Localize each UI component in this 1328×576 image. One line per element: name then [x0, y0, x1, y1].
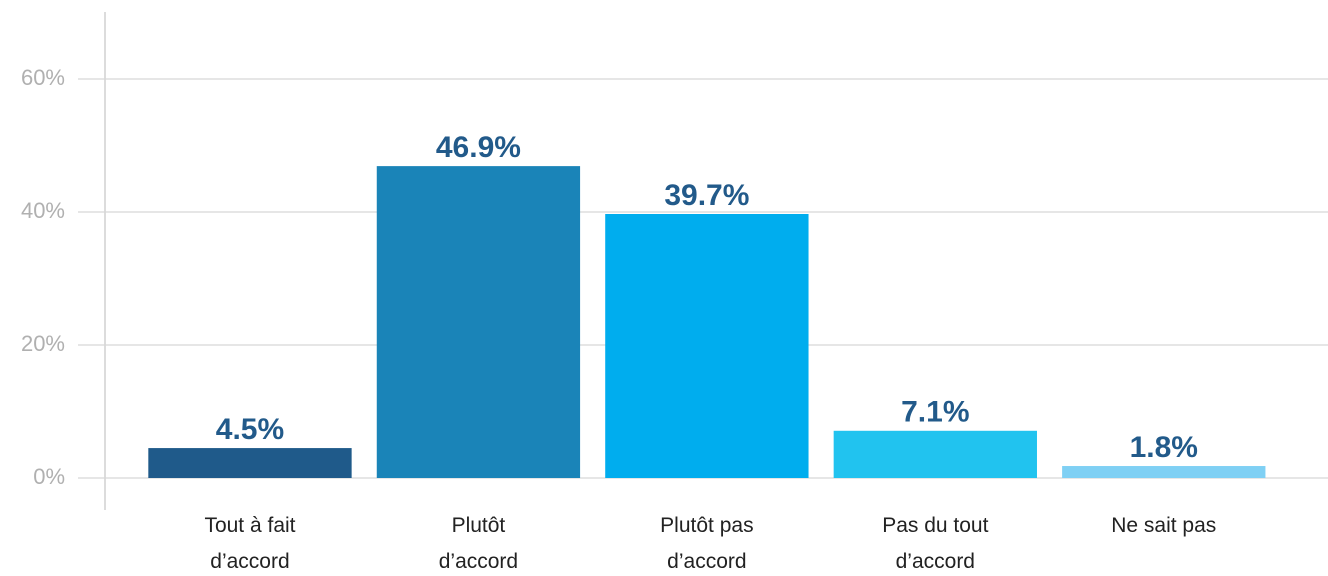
x-tick-label: Ne sait pas: [1111, 514, 1217, 537]
value-label: 7.1%: [901, 396, 969, 429]
bar: [376, 166, 581, 479]
value-label: 4.5%: [216, 413, 284, 446]
x-tick-label: Plutôt pas d’accord: [660, 514, 754, 573]
value-label: 1.8%: [1130, 431, 1198, 464]
x-tick-label: Tout à fait d’accord: [204, 514, 296, 573]
bar: [833, 430, 1037, 478]
y-tick-label: 60%: [21, 65, 65, 90]
value-label: 46.9%: [436, 131, 521, 164]
y-tick-label: 0%: [33, 464, 65, 489]
y-tick-label: 20%: [21, 331, 65, 356]
bar: [605, 213, 809, 478]
y-tick-label: 40%: [21, 198, 65, 223]
bar: [148, 448, 352, 478]
x-tick-label: Plutôt d’accord: [438, 514, 519, 573]
bar: [1062, 466, 1266, 478]
value-label: 39.7%: [664, 179, 749, 212]
x-tick-label: Pas du tout d’accord: [882, 514, 989, 573]
